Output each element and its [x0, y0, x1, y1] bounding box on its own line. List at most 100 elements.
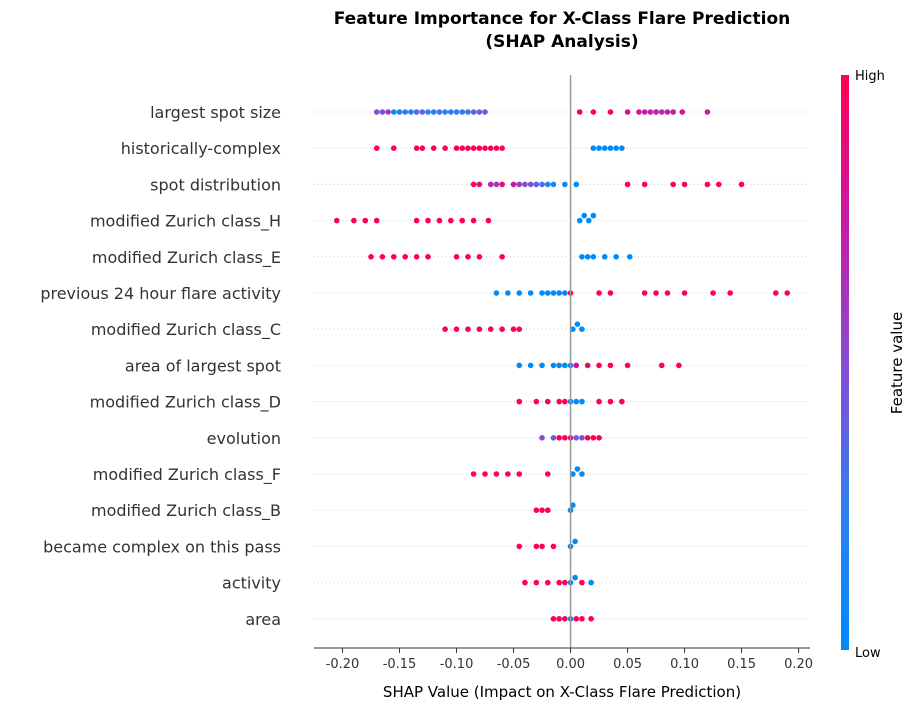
- x-tick-label: -0.15: [383, 657, 417, 672]
- shap-point: [579, 326, 585, 333]
- shap-point: [573, 362, 580, 369]
- shap-point: [784, 290, 790, 296]
- shap-point: [527, 181, 534, 188]
- shap-point: [624, 109, 631, 115]
- shap-point: [453, 326, 460, 333]
- shap-point: [539, 181, 545, 188]
- shap-point: [493, 290, 500, 296]
- x-axis: -0.20 -0.15 -0.10 -0.05 0.00 0.05 0.10 0.15 0.20: [314, 75, 813, 672]
- shap-point: [510, 181, 517, 188]
- feature-label: evolution: [207, 429, 281, 448]
- shap-point: [704, 109, 711, 115]
- shap-point: [676, 362, 682, 369]
- shap-point: [516, 471, 523, 477]
- shap-point: [448, 109, 454, 115]
- shap-point: [539, 543, 545, 550]
- shap-point: [607, 398, 614, 405]
- x-tick-label: 0.20: [784, 657, 813, 672]
- shap-point: [476, 109, 483, 115]
- shap-point: [499, 145, 505, 151]
- shap-point: [588, 616, 594, 622]
- feature-label: modified Zurich class_C: [91, 320, 281, 340]
- shap-point: [562, 616, 568, 622]
- feature-label: activity: [222, 574, 281, 593]
- shap-point: [482, 471, 488, 477]
- shap-point: [459, 145, 466, 151]
- feature-label: spot distribution: [150, 175, 281, 194]
- shap-point: [470, 109, 477, 115]
- shap-point: [373, 217, 380, 224]
- shap-point: [664, 290, 671, 296]
- shap-point: [641, 109, 648, 115]
- shap-point: [476, 326, 483, 333]
- shap-point: [596, 398, 602, 405]
- shap-point: [584, 253, 591, 260]
- shap-point: [562, 362, 568, 369]
- shap-point: [459, 109, 466, 115]
- shap-point: [499, 326, 505, 333]
- shap-point: [465, 253, 471, 260]
- shap-points: [334, 109, 790, 622]
- shap-point: [772, 290, 779, 296]
- shap-point: [590, 109, 597, 115]
- shap-point: [533, 579, 540, 586]
- shap-point: [516, 543, 523, 550]
- shap-point: [573, 181, 580, 188]
- shap-point: [379, 253, 386, 260]
- x-tick-label: -0.05: [497, 657, 531, 672]
- colorbar-high-label: High: [855, 69, 885, 84]
- shap-point: [576, 109, 583, 115]
- shap-point: [658, 109, 665, 115]
- shap-point: [533, 543, 540, 550]
- shap-point: [351, 217, 357, 224]
- x-tick-label: 0.05: [613, 657, 642, 672]
- shap-point: [442, 145, 448, 151]
- feature-label: modified Zurich class_H: [90, 212, 281, 232]
- shap-point: [522, 579, 528, 586]
- shap-point: [408, 109, 414, 115]
- shap-point: [391, 145, 397, 151]
- feature-label: historically-complex: [121, 139, 281, 158]
- shap-point: [596, 362, 602, 369]
- shap-point: [436, 109, 443, 115]
- shap-point: [425, 253, 431, 260]
- shap-point: [373, 145, 380, 151]
- shap-point: [562, 579, 568, 586]
- shap-point: [544, 471, 551, 477]
- x-tick-label: 0.00: [556, 657, 585, 672]
- colorbar-low-label: Low: [855, 646, 881, 661]
- shap-point: [607, 109, 614, 115]
- shap-point: [550, 435, 557, 441]
- shap-point: [510, 326, 517, 333]
- colorbar-title: Feature value: [888, 312, 906, 414]
- shap-point: [574, 466, 581, 472]
- shap-point: [482, 145, 488, 151]
- shap-point: [436, 217, 443, 224]
- shap-point: [556, 398, 562, 405]
- shap-point: [499, 181, 505, 188]
- shap-point: [544, 181, 551, 188]
- shap-point: [487, 181, 494, 188]
- shap-point: [505, 290, 511, 296]
- shap-point: [579, 398, 585, 405]
- shap-point: [624, 362, 631, 369]
- shap-point: [681, 181, 688, 188]
- shap-point: [715, 181, 722, 188]
- shap-point: [601, 253, 608, 260]
- shap-point: [562, 435, 568, 441]
- shap-point: [579, 253, 585, 260]
- shap-point: [653, 290, 659, 296]
- x-tick-label: 0.10: [670, 657, 699, 672]
- shap-point: [368, 253, 374, 260]
- shap-point: [448, 217, 454, 224]
- shap-point: [556, 435, 562, 441]
- shap-point: [585, 217, 592, 224]
- shap-point: [590, 212, 597, 219]
- shap-point: [362, 217, 369, 224]
- shap-point: [482, 109, 488, 115]
- shap-point: [402, 109, 409, 115]
- shap-point: [572, 574, 578, 581]
- shap-point: [596, 145, 602, 151]
- shap-point: [550, 181, 557, 188]
